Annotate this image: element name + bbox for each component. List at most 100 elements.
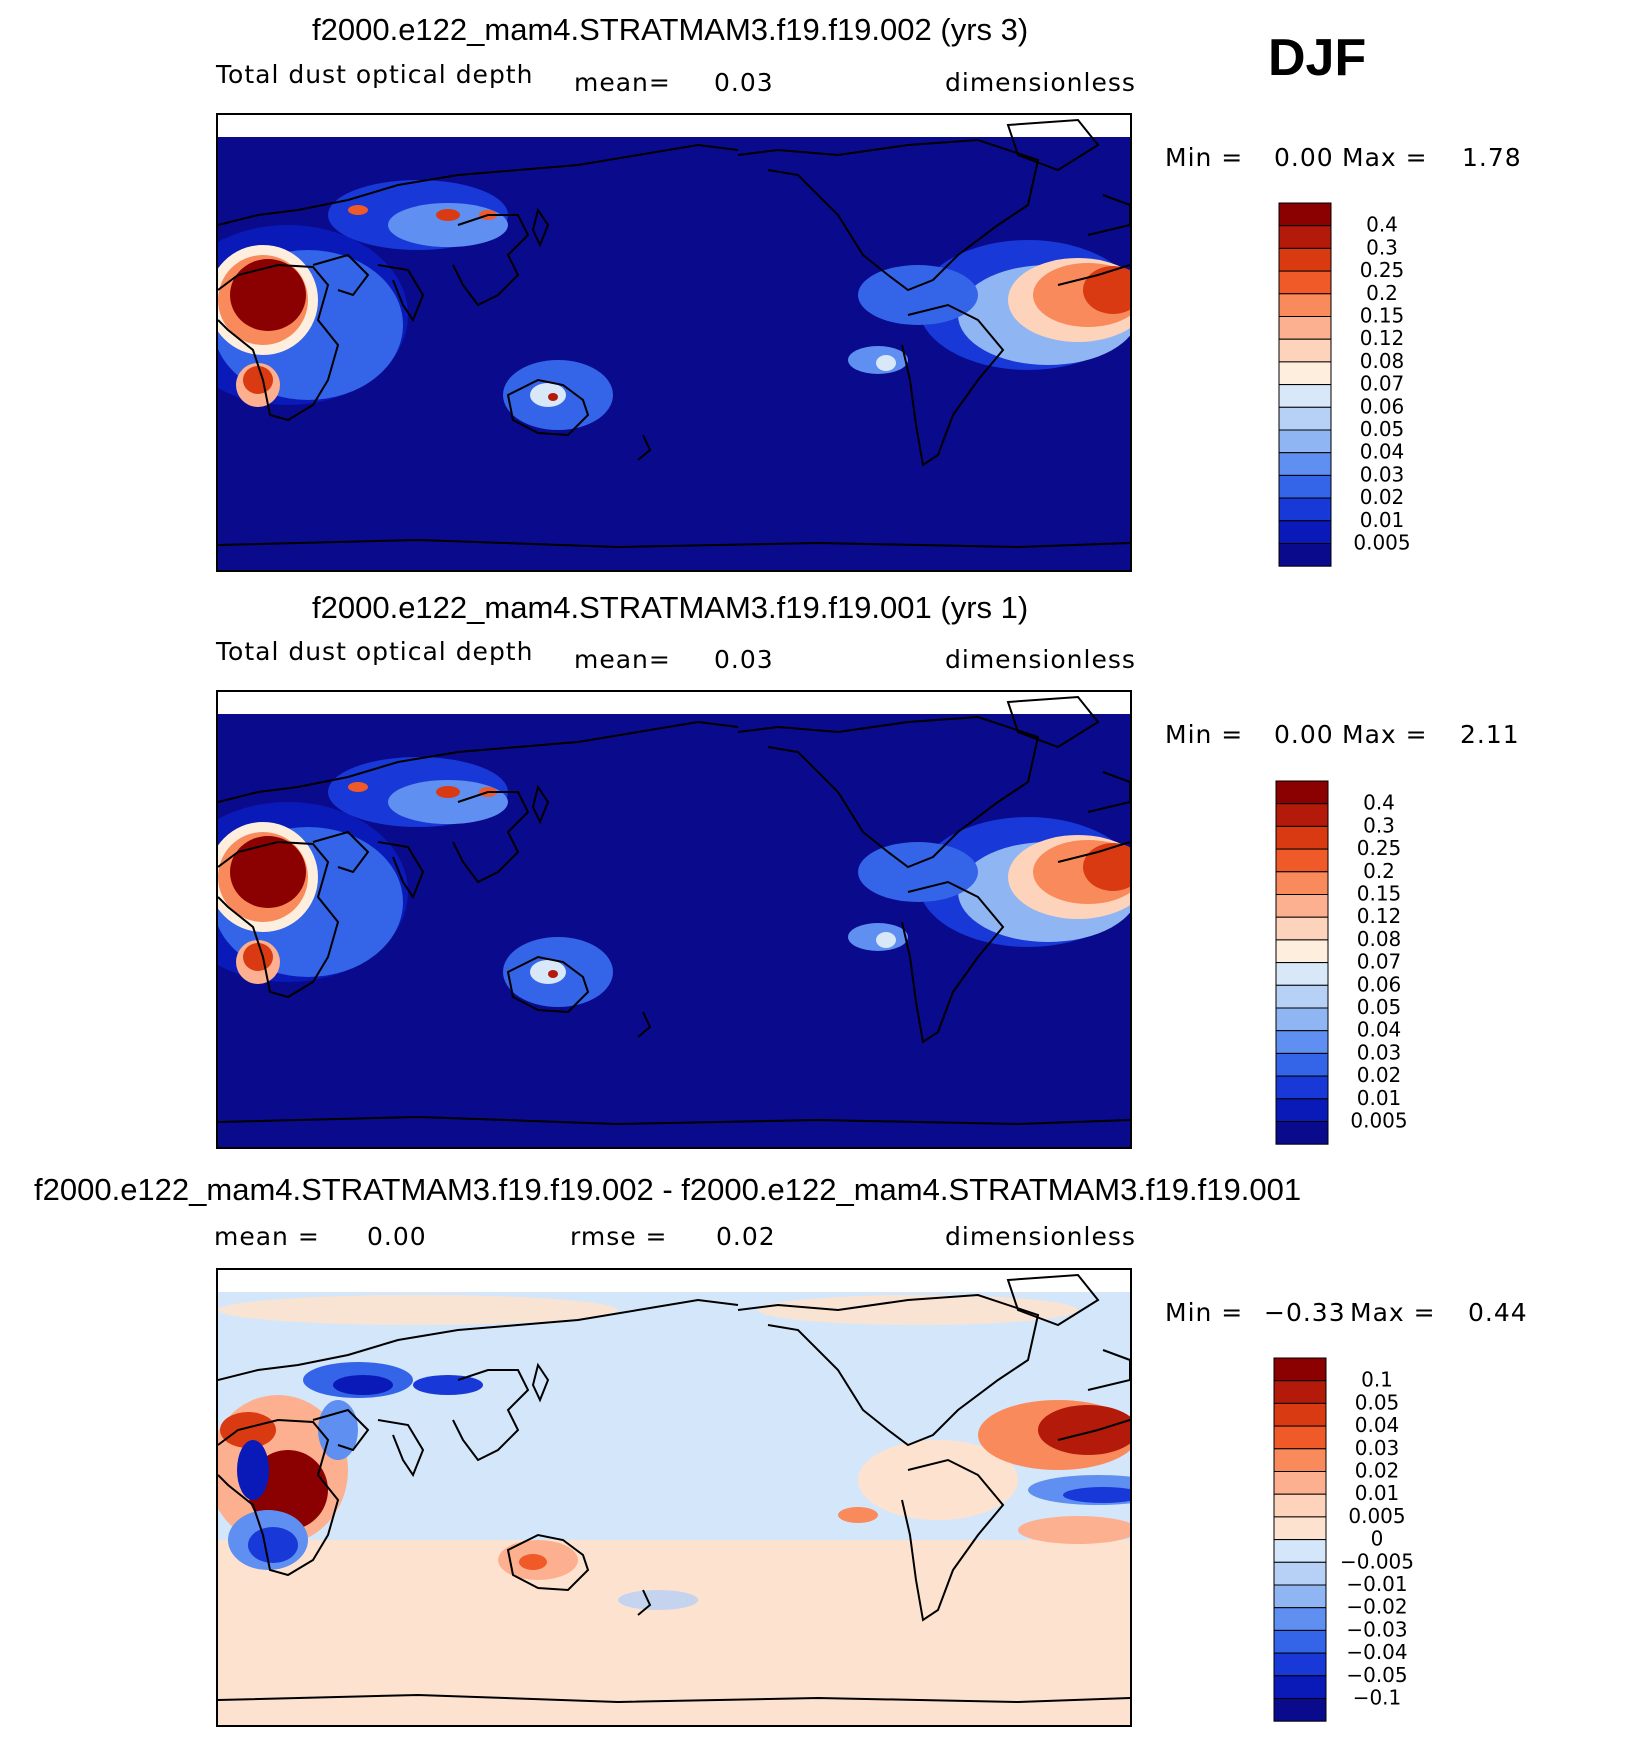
colorbar-swatch <box>1275 803 1329 827</box>
data-field-region <box>436 209 460 221</box>
colorbar-tick-label: 0.01 <box>1357 1086 1402 1110</box>
colorbar-tick-label: 0.12 <box>1360 326 1405 350</box>
data-field-region <box>838 1507 878 1523</box>
colorbar-tick-label: 0.03 <box>1357 1040 1402 1064</box>
season-label: DJF <box>1268 29 1367 87</box>
colorbar-swatch <box>1278 338 1332 363</box>
panel-3-mean-value: 0.00 <box>367 1222 427 1251</box>
colorbar-swatch <box>1273 1516 1327 1541</box>
colorbar-tick-label: 0.01 <box>1355 1481 1400 1505</box>
polar-nodata-strip <box>218 1270 1130 1292</box>
coastline <box>218 1693 1130 1704</box>
data-field-region <box>220 1412 276 1448</box>
coastline <box>218 1418 340 1577</box>
colorbar-swatch <box>1275 1007 1329 1032</box>
colorbar-tick-label: 0.15 <box>1360 304 1405 328</box>
colorbar-tick-label: 0.2 <box>1363 859 1395 883</box>
colorbar-swatch <box>1273 1652 1327 1677</box>
data-field-region <box>230 259 306 331</box>
data-field-region <box>237 1440 269 1500</box>
colorbar-swatch <box>1273 1493 1327 1518</box>
colorbar-swatch <box>1278 293 1332 318</box>
panel-1-min-label: Min = <box>1165 143 1244 172</box>
colorbar-swatch <box>1275 1098 1329 1122</box>
coastline <box>218 263 340 422</box>
colorbar-tick-label: 0.07 <box>1360 372 1405 396</box>
panel-3-mean-label: mean = <box>214 1222 320 1251</box>
colorbar-tick-label: 0.06 <box>1357 972 1402 996</box>
data-field-region <box>230 836 306 908</box>
colorbar-swatch <box>1273 1698 1327 1722</box>
panel-2-min-value: 0.00 <box>1274 720 1334 749</box>
colorbar-tick-label: 0.06 <box>1360 394 1405 418</box>
colorbar-tick-label: 0.3 <box>1366 235 1398 259</box>
colorbar-tick-label: 0.08 <box>1357 927 1402 951</box>
coastline <box>218 840 340 999</box>
panel-2-map <box>216 690 1132 1149</box>
coastline <box>901 303 1005 467</box>
panel-1-mean-label: mean= <box>574 68 671 97</box>
panel-3-rmse-label: rmse = <box>570 1222 668 1251</box>
colorbar-tick-label: −0.02 <box>1346 1595 1407 1619</box>
colorbar-tick-label: 0.08 <box>1360 349 1405 373</box>
data-field-region <box>876 932 896 948</box>
coastline <box>1057 771 1130 863</box>
panel-3-title: f2000.e122_mam4.STRATMAM3.f19.f19.002 - … <box>34 1172 1302 1207</box>
colorbar-tick-label: 0.25 <box>1360 258 1405 282</box>
data-field-region <box>388 780 508 824</box>
panel-2-colorbar: 0.4 0.3 0.25 0.2 0.15 0.12 0.08 0.07 0.06 0.05 0.0… <box>1275 780 1455 1147</box>
coastline <box>452 1369 530 1462</box>
panel-1-max-label: Max = <box>1342 143 1428 172</box>
coastline <box>452 214 530 307</box>
coastline <box>531 784 550 825</box>
colorbar-swatch <box>1275 871 1329 896</box>
colorbar-tick-label: 0.12 <box>1357 904 1402 928</box>
colorbar-swatch <box>1278 361 1332 386</box>
colorbar-swatch <box>1273 1425 1327 1450</box>
data-field-region <box>348 205 368 215</box>
colorbar-swatch <box>1278 497 1332 522</box>
data-field-region <box>530 960 566 984</box>
coastline <box>506 378 590 437</box>
colorbar-tick-label: 0.4 <box>1366 213 1398 237</box>
panel-1-max-value: 1.78 <box>1462 143 1522 172</box>
colorbar-tick-label: 0.2 <box>1366 281 1398 305</box>
data-field-region <box>548 970 558 978</box>
colorbar-swatch <box>1273 1675 1327 1699</box>
colorbar-swatch <box>1278 474 1332 499</box>
colorbar-tick-label: −0.005 <box>1340 1549 1414 1573</box>
colorbar-tick-label: 0.03 <box>1355 1436 1400 1460</box>
data-field-region <box>243 366 273 394</box>
coastline <box>1006 695 1100 749</box>
colorbar-tick-label: 0.25 <box>1357 836 1402 860</box>
colorbar-swatch <box>1278 247 1332 272</box>
colorbar-tick-label: 0.04 <box>1360 440 1405 464</box>
southern-positive-band <box>218 1540 1130 1725</box>
colorbar-swatch <box>1278 429 1332 454</box>
colorbar-swatch <box>1275 939 1329 964</box>
panel-1-units: dimensionless <box>945 68 1136 97</box>
colorbar-tick-label: 0.04 <box>1355 1413 1400 1437</box>
panel-1-mean-value: 0.03 <box>714 68 774 97</box>
panel-3-colorbar: 0.1 0.05 0.04 0.03 0.02 0.01 0.005 0 −0.005 −0.01… <box>1273 1357 1453 1724</box>
coastline <box>531 1362 550 1403</box>
colorbar-tick-label: −0.03 <box>1346 1617 1407 1641</box>
panel-1-map <box>216 113 1132 572</box>
coastline <box>218 1298 739 1381</box>
data-field-region <box>248 1527 298 1563</box>
colorbar-swatch <box>1275 984 1329 1009</box>
data-field-region <box>218 1295 618 1325</box>
coastline <box>901 880 1005 1044</box>
colorbar-tick-label: 0.07 <box>1357 950 1402 974</box>
colorbar-swatch <box>1275 962 1329 986</box>
colorbar-tick-label: 0.05 <box>1355 1390 1400 1414</box>
data-field-region <box>1038 1405 1130 1455</box>
panel-2-min-label: Min = <box>1165 720 1244 749</box>
panel-3-max-label: Max = <box>1350 1298 1436 1327</box>
data-field-region <box>388 203 508 247</box>
coastline <box>637 1589 652 1616</box>
colorbar-swatch <box>1278 452 1332 476</box>
panel-3-map <box>216 1268 1132 1727</box>
colorbar-tick-label: 0.005 <box>1353 531 1410 555</box>
panel-3-rmse-value: 0.02 <box>716 1222 776 1251</box>
